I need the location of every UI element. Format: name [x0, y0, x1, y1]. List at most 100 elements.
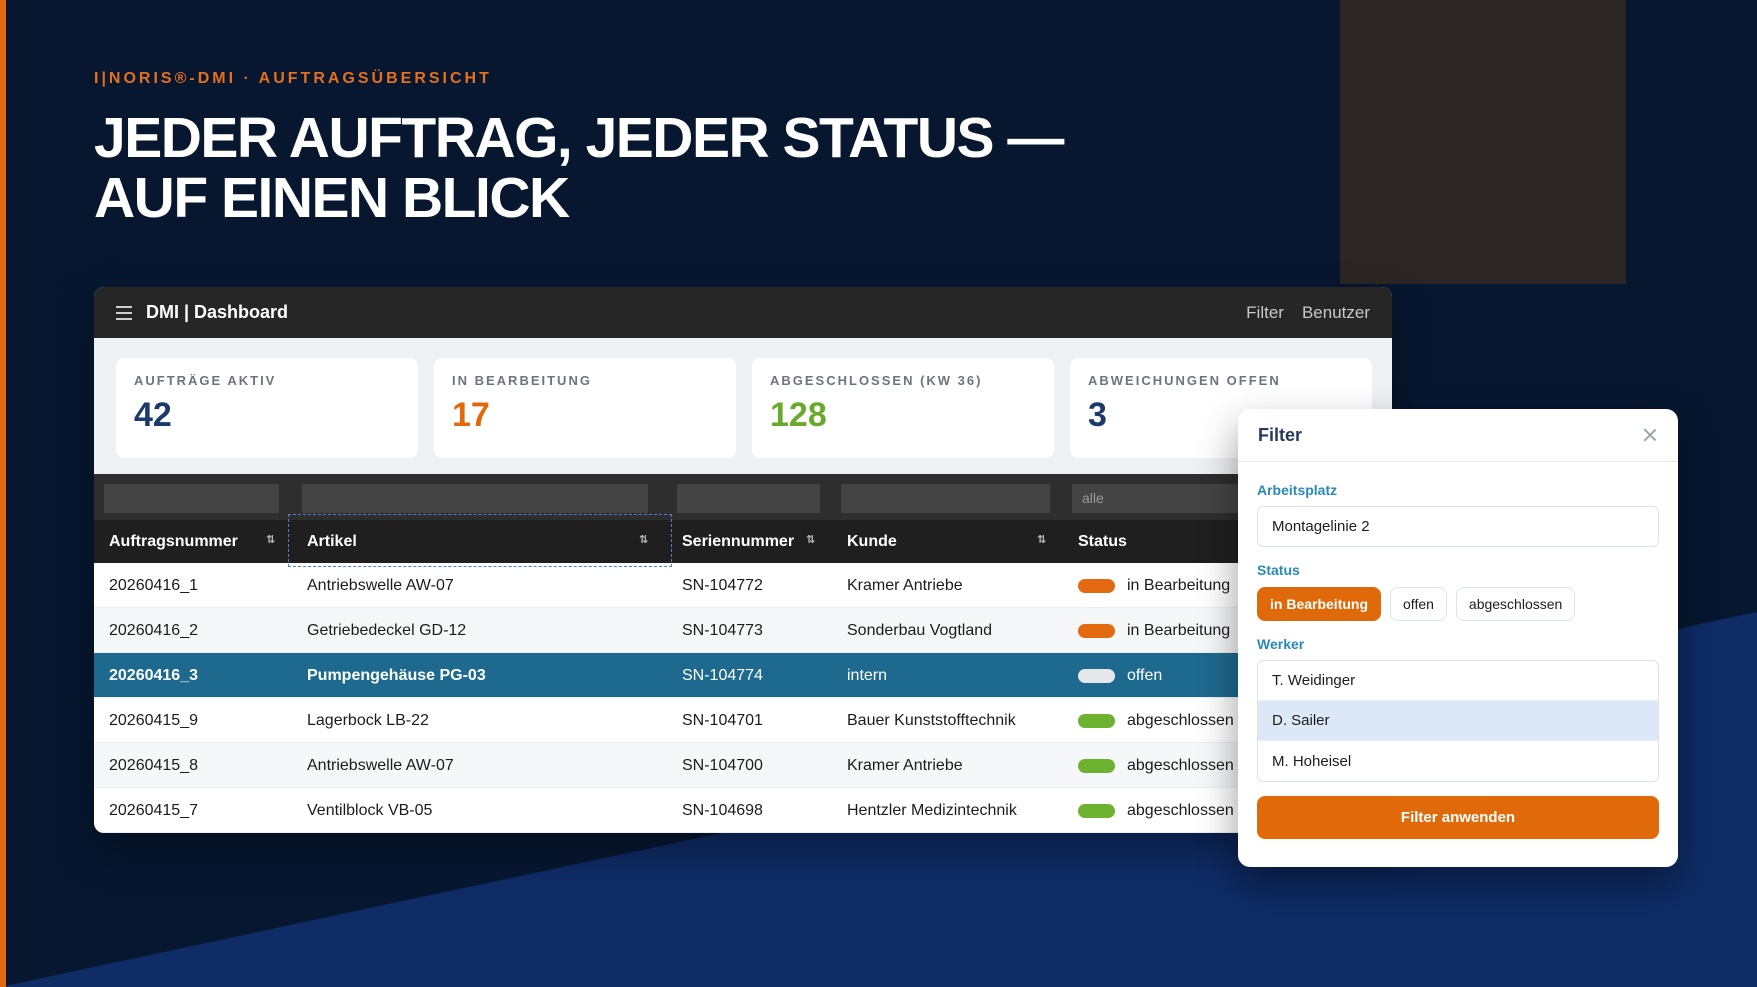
kpi-value: 128	[770, 396, 827, 434]
status-text: abgeschlossen	[1127, 756, 1234, 774]
filter-panel-title: Filter	[1258, 424, 1303, 445]
sort-icon[interactable]: ⇅	[266, 534, 276, 546]
kpi-label: ABWEICHUNGEN OFFEN	[1088, 373, 1281, 388]
kpi-label: AUFTRÄGE AKTIV	[134, 373, 277, 388]
col-header-status[interactable]: Status	[1078, 532, 1127, 550]
cell-serial: SN-104701	[682, 711, 763, 729]
status-text: in Bearbeitung	[1127, 576, 1231, 594]
status-chip-group: in Bearbeitung offen abgeschlossen	[1257, 587, 1659, 621]
kpi-area: AUFTRÄGE AKTIV 42 IN BEARBEITUNG 17 ABGE…	[94, 338, 1392, 474]
app-topbar: DMI | Dashboard Filter Benutzer	[94, 287, 1392, 338]
cell-customer: Kramer Antriebe	[847, 576, 963, 594]
cell-status: abgeschlossen	[1078, 698, 1234, 743]
table-row[interactable]: 20260415_8 Antriebswelle AW-07 SN-104700…	[94, 743, 1392, 788]
table-body: 20260416_1 Antriebswelle AW-07 SN-104772…	[94, 563, 1392, 833]
app-title: DMI | Dashboard	[146, 302, 289, 322]
cell-article: Ventilblock VB-05	[307, 801, 433, 819]
worker-label: Werker	[1257, 636, 1305, 652]
worker-option-selected[interactable]: D. Sailer	[1258, 701, 1658, 741]
cell-status: in Bearbeitung	[1078, 608, 1230, 653]
filter-input-serial[interactable]	[677, 484, 820, 513]
status-pill	[1078, 578, 1115, 593]
cell-customer: intern	[847, 666, 888, 684]
cell-status: offen	[1078, 653, 1162, 698]
nav-users-link[interactable]: Benutzer	[1301, 302, 1370, 322]
hamburger-menu-icon[interactable]	[116, 305, 132, 320]
close-icon[interactable]	[1642, 427, 1658, 443]
apply-filter-button[interactable]: Filter anwenden	[1257, 796, 1659, 839]
dashboard-window: DMI | Dashboard Filter Benutzer AUFTRÄGE…	[94, 287, 1392, 833]
cell-serial: SN-104772	[682, 576, 763, 594]
filter-input-order[interactable]	[104, 484, 279, 513]
col-header-serial[interactable]: Seriennummer	[682, 532, 795, 550]
cell-article: Pumpengehäuse PG-03	[307, 666, 486, 684]
column-focus-outline	[288, 514, 672, 567]
kpi-label: IN BEARBEITUNG	[452, 373, 592, 388]
cell-customer: Hentzler Medizintechnik	[847, 801, 1017, 819]
worker-option[interactable]: M. Hoheisel	[1272, 752, 1352, 770]
filter-panel-header: Filter	[1238, 409, 1678, 462]
cell-order: 20260416_3	[109, 666, 198, 684]
kpi-label: ABGESCHLOSSEN (KW 36)	[770, 373, 983, 388]
eyebrow: I|NORIS®-DMI · AUFTRAGSÜBERSICHT	[94, 70, 492, 87]
kpi-card-completed: ABGESCHLOSSEN (KW 36) 128	[752, 358, 1054, 458]
table-header: Auftragsnummer ⇅ Artikel ⇅ Seriennummer …	[94, 514, 1392, 567]
kpi-value: 17	[452, 396, 490, 434]
status-pill	[1078, 758, 1115, 773]
status-text: offen	[1127, 666, 1163, 684]
cell-customer: Bauer Kunststofftechnik	[847, 711, 1016, 729]
cell-serial: SN-104700	[682, 756, 763, 774]
status-text: abgeschlossen	[1127, 801, 1234, 819]
column-filter-row: alle	[94, 474, 1392, 520]
cell-status: in Bearbeitung	[1078, 563, 1230, 608]
cell-article: Antriebswelle AW-07	[307, 756, 454, 774]
cell-customer: Kramer Antriebe	[847, 756, 963, 774]
worker-option[interactable]: T. Weidinger	[1258, 661, 1658, 701]
headline-line-2: AUF EINEN BLICK	[94, 166, 570, 230]
nav-filter-link[interactable]: Filter	[1246, 302, 1284, 322]
headline: JEDER AUFTRAG, JEDER STATUS — AUF EINEN …	[94, 108, 1094, 228]
cell-serial: SN-104698	[682, 801, 763, 819]
filter-status-value: alle	[1082, 490, 1104, 506]
status-pill	[1078, 713, 1115, 728]
cell-order: 20260415_7	[109, 801, 198, 819]
status-pill	[1078, 668, 1115, 683]
filter-input-customer[interactable]	[841, 484, 1050, 513]
status-text: in Bearbeitung	[1127, 621, 1231, 639]
workplace-input[interactable]: Montagelinie 2	[1257, 506, 1659, 547]
table-row[interactable]: 20260416_1 Antriebswelle AW-07 SN-104772…	[94, 563, 1392, 608]
col-header-customer[interactable]: Kunde	[847, 532, 897, 550]
worker-list: T. Weidinger D. Sailer M. Hoheisel	[1257, 660, 1659, 782]
sort-icon[interactable]: ⇅	[806, 534, 816, 546]
table-row[interactable]: 20260415_7 Ventilblock VB-05 SN-104698 H…	[94, 788, 1392, 833]
status-pill	[1078, 803, 1115, 818]
status-pill	[1078, 623, 1115, 638]
status-label: Status	[1257, 562, 1300, 578]
headline-line-1: JEDER AUFTRAG, JEDER STATUS —	[94, 106, 1064, 170]
cell-article: Antriebswelle AW-07	[307, 576, 454, 594]
sort-icon[interactable]: ⇅	[639, 534, 649, 546]
cell-article: Getriebedeckel GD-12	[307, 621, 467, 639]
status-text: abgeschlossen	[1127, 711, 1234, 729]
cell-serial: SN-104774	[682, 666, 763, 684]
cell-status: abgeschlossen	[1078, 743, 1234, 788]
cell-order: 20260415_9	[109, 711, 198, 729]
col-header-order[interactable]: Auftragsnummer	[109, 532, 238, 550]
col-header-article[interactable]: Artikel	[307, 532, 357, 550]
filter-panel-body: Arbeitsplatz Montagelinie 2 Status in Be…	[1238, 482, 1678, 839]
kpi-value: 42	[134, 396, 172, 434]
status-chip-done[interactable]: abgeschlossen	[1455, 587, 1576, 621]
cell-order: 20260416_1	[109, 576, 198, 594]
filter-input-article[interactable]	[302, 484, 648, 513]
table-row[interactable]: 20260415_9 Lagerbock LB-22 SN-104701 Bau…	[94, 698, 1392, 743]
table-row[interactable]: 20260416_2 Getriebedeckel GD-12 SN-10477…	[94, 608, 1392, 653]
status-chip-open[interactable]: offen	[1390, 587, 1447, 621]
kpi-card-active: AUFTRÄGE AKTIV 42	[116, 358, 418, 458]
kpi-card-in-progress: IN BEARBEITUNG 17	[434, 358, 736, 458]
cell-article: Lagerbock LB-22	[307, 711, 429, 729]
sort-icon[interactable]: ⇅	[1037, 534, 1047, 546]
accent-bar	[0, 0, 6, 987]
table-row-selected[interactable]: 20260416_3 Pumpengehäuse PG-03 SN-104774…	[94, 653, 1392, 698]
cell-customer: Sonderbau Vogtland	[847, 621, 993, 639]
status-chip-in-progress[interactable]: in Bearbeitung	[1257, 587, 1382, 621]
